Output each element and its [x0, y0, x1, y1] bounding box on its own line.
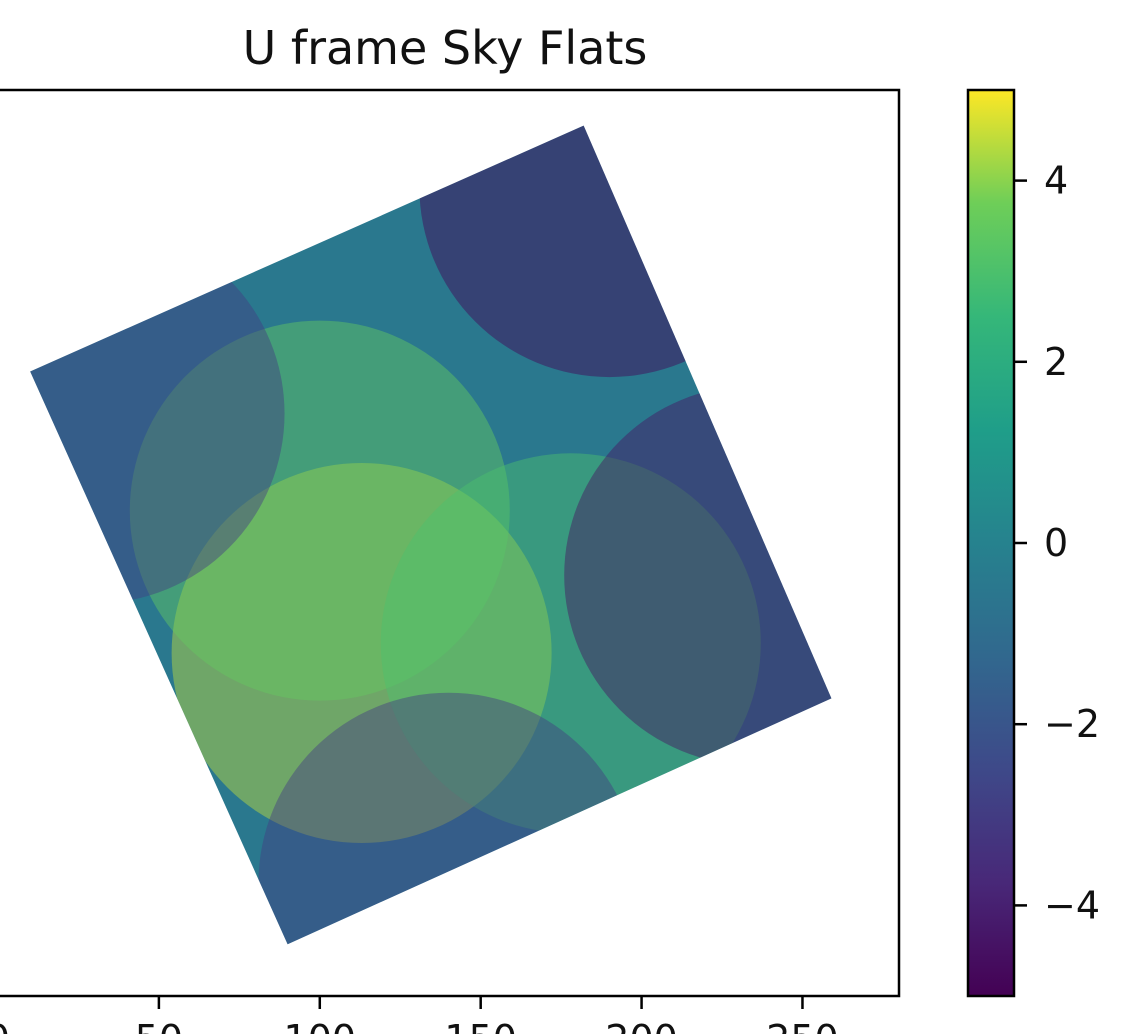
- plot-area: 0 50 100 150 200 250: [0, 88, 901, 1034]
- x-tick-label: 250: [766, 1017, 839, 1034]
- x-tick-label: 0: [0, 1017, 10, 1034]
- colorbar-tick-label: 2: [1044, 340, 1068, 384]
- heatmap-feature: [30, 223, 285, 604]
- heatmap-feature: [129, 320, 510, 701]
- x-axis: 0 50 100 150 200 250: [0, 996, 839, 1034]
- x-tick-label: 150: [444, 1017, 517, 1034]
- colorbar-tick-label: −2: [1044, 702, 1100, 746]
- colorbar-ticks: 4 2 0 −2 −4: [1014, 159, 1100, 927]
- x-tick-label: 100: [284, 1017, 357, 1034]
- x-tick-label: 200: [605, 1017, 678, 1034]
- colorbar-gradient: [968, 90, 1014, 996]
- colorbar-tick-label: 4: [1044, 159, 1068, 203]
- heatmap-image: [30, 125, 832, 945]
- footprint-base: [30, 125, 832, 945]
- x-tick-label: 50: [135, 1017, 183, 1034]
- plot-frame: [0, 88, 901, 998]
- heatmap-feature: [380, 453, 761, 834]
- heatmap-feature: [564, 385, 832, 766]
- heatmap-feature: [171, 463, 552, 844]
- colorbar-tick-label: −4: [1044, 883, 1100, 927]
- colorbar: 4 2 0 −2 −4: [966, 88, 1100, 998]
- colorbar-tick-label: 0: [1044, 521, 1068, 565]
- heatmap-features: [30, 125, 832, 945]
- chart-title: U frame Sky Flats: [243, 21, 648, 75]
